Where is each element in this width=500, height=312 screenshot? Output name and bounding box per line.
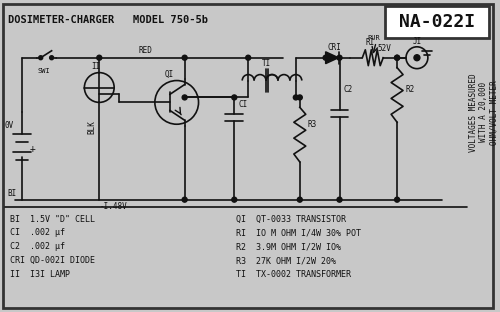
Text: BLK: BLK [88,120,96,134]
Circle shape [232,197,237,202]
Text: II: II [92,62,100,71]
Text: CRI: CRI [328,43,342,52]
Text: R3  27K OHM I/2W 20%: R3 27K OHM I/2W 20% [236,256,336,265]
Text: RED: RED [139,46,153,55]
Text: DOSIMETER-CHARGER   MODEL 750-5b: DOSIMETER-CHARGER MODEL 750-5b [8,15,208,25]
Text: R2: R2 [405,85,414,95]
Circle shape [414,55,420,61]
Text: C2: C2 [344,85,352,95]
Circle shape [323,55,328,60]
Text: C2  .002 μf: C2 .002 μf [10,242,65,251]
Text: CI: CI [238,100,248,110]
Circle shape [182,95,187,100]
Text: NA-022I: NA-022I [398,13,475,31]
Circle shape [182,197,187,202]
Text: SWI: SWI [38,68,50,74]
Text: CI  .002 μf: CI .002 μf [10,228,65,237]
Circle shape [38,56,42,60]
Text: 0V: 0V [5,121,14,130]
Text: TI: TI [262,59,272,68]
Circle shape [337,197,342,202]
Circle shape [232,95,237,100]
Text: BI: BI [7,189,16,198]
Circle shape [246,55,250,60]
Text: -I.48V: -I.48V [100,202,127,211]
Text: RI  IO M OHM I/4W 30% POT: RI IO M OHM I/4W 30% POT [236,228,362,237]
Text: QI  QT-0033 TRANSISTOR: QI QT-0033 TRANSISTOR [236,215,346,224]
Circle shape [97,55,102,60]
Bar [385,6,490,38]
Circle shape [294,95,298,100]
Text: VOLTAGES MEASURED
WITH A 20,000
OHM/VOLT METER: VOLTAGES MEASURED WITH A 20,000 OHM/VOLT… [468,73,498,152]
Text: II  I3I LAMP: II I3I LAMP [10,270,70,279]
Text: PUR: PUR [368,35,380,41]
Text: QI: QI [165,70,174,79]
Circle shape [394,197,400,202]
Text: BI  1.5V "D" CELL: BI 1.5V "D" CELL [10,215,95,224]
Circle shape [50,56,54,60]
Text: R3: R3 [308,120,317,129]
Circle shape [394,55,400,60]
Text: R2  3.9M OHM I/2W IO%: R2 3.9M OHM I/2W IO% [236,242,342,251]
Text: JI: JI [413,37,422,46]
Text: RI: RI [366,38,374,47]
Circle shape [394,55,400,60]
Circle shape [337,55,342,60]
Text: TI  TX-0002 TRANSFORMER: TI TX-0002 TRANSFORMER [236,270,352,279]
Circle shape [298,197,302,202]
Polygon shape [326,52,338,64]
Text: 52V: 52V [377,44,391,53]
Circle shape [182,55,187,60]
Circle shape [298,95,302,100]
Text: CRI QD-002I DIODE: CRI QD-002I DIODE [10,256,95,265]
Text: +: + [30,144,36,154]
